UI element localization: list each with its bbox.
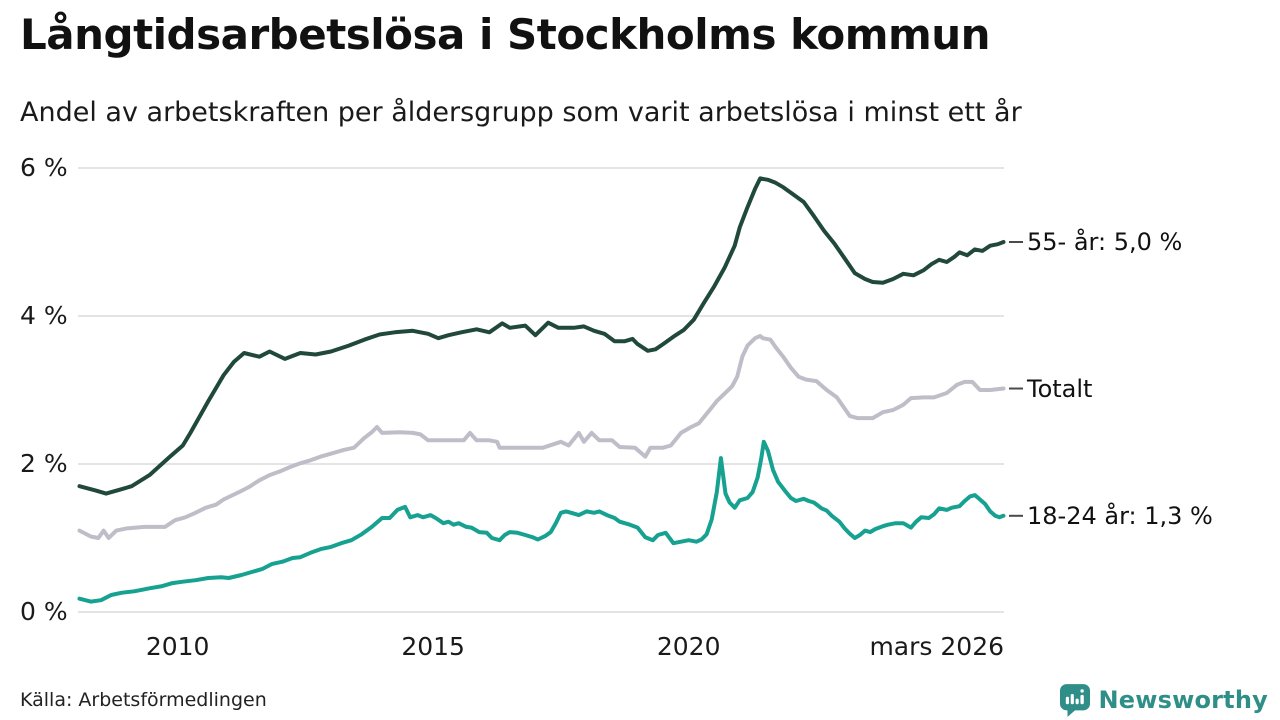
- y-tick-0: 0 %: [20, 597, 68, 626]
- newsworthy-wordmark: Newsworthy: [1098, 686, 1268, 714]
- newsworthy-icon: [1060, 683, 1091, 717]
- page-title: Långtidsarbetslösa i Stockholms kommun: [20, 10, 991, 59]
- x-tick-3: mars 2026: [869, 632, 1004, 661]
- y-tick-2: 4 %: [20, 301, 68, 330]
- series-label-2: 18-24 år: 1,3 %: [1027, 501, 1213, 530]
- x-tick-1: 2015: [401, 632, 465, 661]
- series-label-0: 55- år: 5,0 %: [1027, 228, 1183, 256]
- x-tick-2: 2020: [656, 632, 721, 661]
- series-label-1: Totalt: [1027, 374, 1093, 403]
- x-tick-0: 2010: [145, 632, 210, 661]
- y-tick-1: 2 %: [20, 449, 68, 478]
- y-tick-3: 6 %: [20, 153, 68, 182]
- source-attribution: Källa: Arbetsförmedlingen: [20, 689, 267, 711]
- chart-subtitle: Andel av arbetskraften per åldersgrupp s…: [20, 97, 1022, 128]
- newsworthy-logo[interactable]: Newsworthy: [1060, 683, 1268, 717]
